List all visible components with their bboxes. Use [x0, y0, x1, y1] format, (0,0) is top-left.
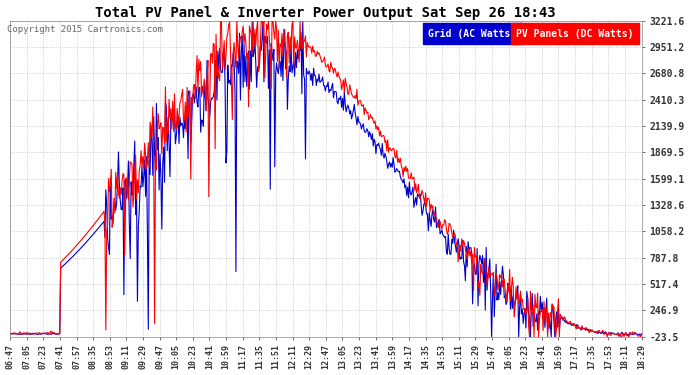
Title: Total PV Panel & Inverter Power Output Sat Sep 26 18:43: Total PV Panel & Inverter Power Output S… [95, 6, 556, 20]
Text: Copyright 2015 Cartronics.com: Copyright 2015 Cartronics.com [7, 25, 163, 34]
Legend: Grid (AC Watts), PV Panels (DC Watts): Grid (AC Watts), PV Panels (DC Watts) [425, 26, 637, 42]
